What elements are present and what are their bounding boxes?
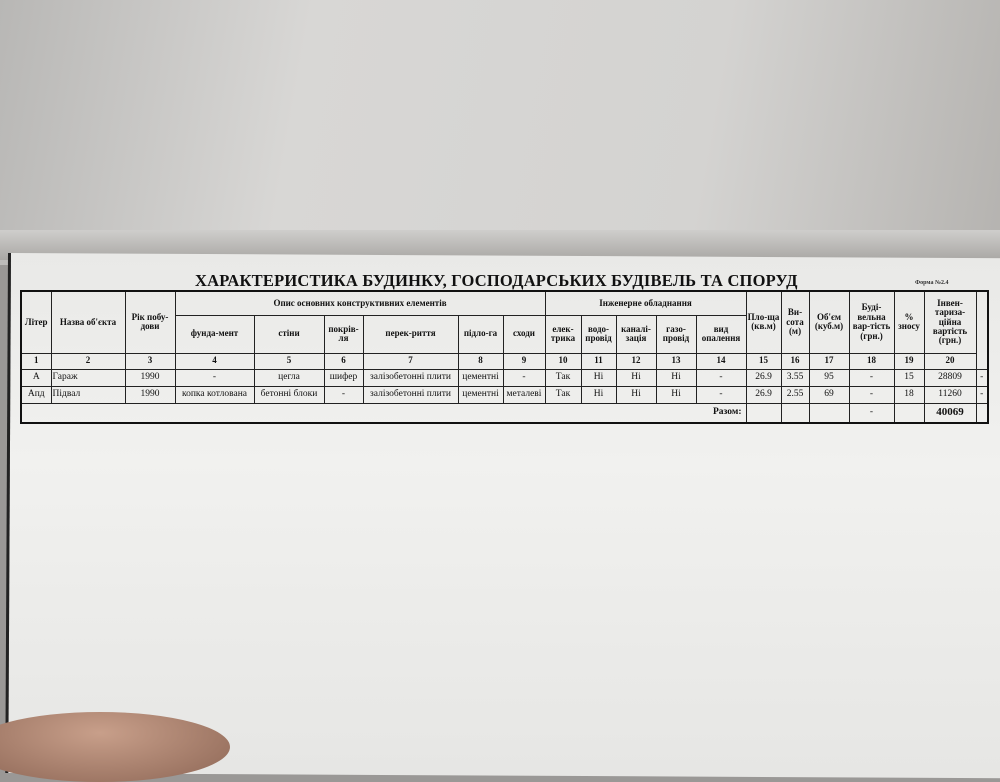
table-cell: А: [20, 368, 52, 387]
column-number: 7: [362, 352, 459, 370]
group-header-construction: Опис основних конструктивних елементів: [174, 290, 546, 316]
extra-column: [975, 290, 989, 370]
table-cell: Ні: [655, 385, 697, 404]
col-header: каналі-зація: [615, 314, 657, 354]
table-cell: 26.9: [745, 385, 782, 404]
total-row: Разом: - 40069: [20, 402, 989, 424]
column-number: 2: [50, 352, 126, 370]
column-number: 13: [655, 352, 697, 370]
column-number: 14: [695, 352, 747, 370]
table-cell: Гараж: [50, 368, 126, 387]
col-header: Ви-сота (м): [780, 290, 810, 354]
col-header: елек-трика: [544, 314, 582, 354]
col-header: Назва об'єкта: [50, 290, 126, 354]
table-cell: копка котлована: [174, 385, 255, 404]
table-cell: шифер: [323, 368, 364, 387]
table-cell: 1990: [124, 368, 176, 387]
col-header: підло-га: [457, 314, 504, 354]
column-number: 3: [124, 352, 176, 370]
col-header: водо-провід: [580, 314, 617, 354]
table-cell: залізобетонні плити: [362, 385, 459, 404]
column-number: 4: [174, 352, 255, 370]
table-cell: цегла: [253, 368, 325, 387]
col-header: покрів-ля: [323, 314, 364, 354]
table-cell: -: [323, 385, 364, 404]
table-cell: 18: [893, 385, 925, 404]
table-cell: -: [502, 368, 546, 387]
table-cell: -: [174, 368, 255, 387]
column-number: 18: [848, 352, 895, 370]
table-row: А Гараж 1990- цегла шифер залізобетонні плити…: [20, 368, 989, 387]
col-header: % зносу: [893, 290, 925, 354]
table-cell: -: [848, 368, 895, 387]
table-cell: 28809: [923, 368, 977, 387]
table-cell: Ні: [615, 385, 657, 404]
table-cell: 15: [893, 368, 925, 387]
previous-page: [0, 0, 1000, 265]
building-characteristics-table: Літер Назва об'єкта Рік побу-дови Опис о…: [20, 290, 989, 424]
column-number: 8: [457, 352, 504, 370]
table-cell: -: [695, 368, 747, 387]
total-label: Разом:: [20, 402, 747, 424]
table-cell: 1990: [124, 385, 176, 404]
column-number: 16: [780, 352, 810, 370]
col-header: Пло-ща (кв.м): [745, 290, 782, 354]
column-number: 19: [893, 352, 925, 370]
table-cell: 3.55: [780, 368, 810, 387]
table-row: Апд Підвал 1990 копка котлована бетонні блок…: [20, 385, 989, 404]
col-header: Літер: [20, 290, 52, 354]
table-cell: Ні: [655, 368, 697, 387]
table-cell: -: [695, 385, 747, 404]
table-cell: 95: [808, 368, 850, 387]
table-cell: Ні: [580, 385, 617, 404]
column-number: 20: [923, 352, 977, 370]
document-title: ХАРАКТЕРИСТИКА БУДИНКУ, ГОСПОДАРСЬКИХ БУ…: [195, 271, 798, 290]
column-number: 17: [808, 352, 850, 370]
table-cell: цементні: [457, 385, 504, 404]
column-number: 10: [544, 352, 582, 370]
column-number: 11: [580, 352, 617, 370]
column-number: 9: [502, 352, 546, 370]
total-building-cost: -: [848, 402, 895, 424]
table-cell: 26.9: [745, 368, 782, 387]
col-header: Інвен-тариза-ційна вартість (грн.): [923, 290, 977, 354]
col-header: Рік побу-дови: [124, 290, 176, 354]
table-cell: -: [975, 368, 989, 387]
total-inventory-value: 40069: [923, 402, 977, 424]
table-cell: Підвал: [50, 385, 126, 404]
table-cell: Ні: [615, 368, 657, 387]
table-cell: бетонні блоки: [253, 385, 325, 404]
column-number: 12: [615, 352, 657, 370]
table-cell: 2.55: [780, 385, 810, 404]
table-cell: -: [975, 385, 989, 404]
column-number: 5: [253, 352, 325, 370]
table-cell: 11260: [923, 385, 977, 404]
table-cell: Так: [544, 368, 582, 387]
col-header: газо-провід: [655, 314, 697, 354]
col-header: перек-риття: [362, 314, 459, 354]
col-header: сходи: [502, 314, 546, 354]
table-cell: 69: [808, 385, 850, 404]
table-cell: Апд: [20, 385, 52, 404]
group-header-engineering: Інженерне обладнання: [544, 290, 747, 316]
col-header: вид опалення: [695, 314, 747, 354]
column-number: 15: [745, 352, 782, 370]
col-header: фунда-мент: [174, 314, 255, 354]
table-cell: Так: [544, 385, 582, 404]
table-cell: Ні: [580, 368, 617, 387]
col-header: стіни: [253, 314, 325, 354]
table-cell: -: [848, 385, 895, 404]
column-number: 1: [20, 352, 52, 370]
col-header: Об'єм (куб.м): [808, 290, 850, 354]
table-cell: залізобетонні плити: [362, 368, 459, 387]
table-cell: цементні: [457, 368, 504, 387]
col-header: Буді-вельна вар-тість (грн.): [848, 290, 895, 354]
column-number: 6: [323, 352, 364, 370]
form-label: Форма №2.4: [915, 280, 949, 286]
table-cell: металеві: [502, 385, 546, 404]
